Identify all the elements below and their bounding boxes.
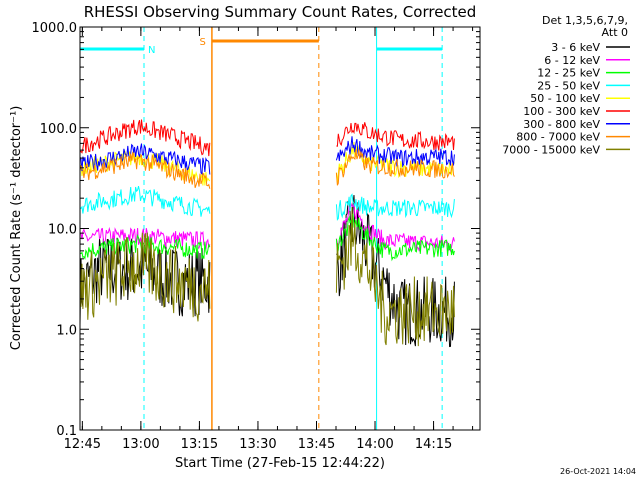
series-line bbox=[79, 149, 455, 189]
y-tick-label: 100.0 bbox=[40, 122, 77, 137]
y-tick-label: 0.1 bbox=[56, 424, 77, 439]
series-line bbox=[79, 201, 455, 253]
x-tick-label: 13:45 bbox=[298, 437, 335, 452]
series-line bbox=[79, 119, 455, 157]
legend-label: 50 - 100 keV bbox=[530, 92, 600, 105]
series-layer bbox=[79, 119, 455, 348]
legend-label: 100 - 300 keV bbox=[523, 105, 600, 118]
annotation-layer: NS bbox=[79, 27, 443, 430]
series-line bbox=[79, 206, 455, 347]
chart-title: RHESSI Observing Summary Count Rates, Co… bbox=[84, 3, 477, 21]
x-tick-label: 14:00 bbox=[356, 437, 393, 452]
legend-label: 800 - 7000 keV bbox=[516, 131, 600, 144]
legend-header: Det 1,3,5,6,7,9, bbox=[542, 14, 628, 27]
x-axis-label: Start Time (27-Feb-15 12:44:22) bbox=[175, 456, 385, 471]
y-axis-label: Corrected Count Rate (s⁻¹ detector⁻¹) bbox=[9, 106, 24, 351]
x-tick-label: 13:00 bbox=[122, 437, 159, 452]
x-tick-label: 12:45 bbox=[64, 437, 101, 452]
legend-label: 7000 - 15000 keV bbox=[502, 143, 600, 156]
series-line bbox=[79, 185, 455, 221]
legend-label: 300 - 800 keV bbox=[523, 118, 600, 131]
series-line bbox=[79, 213, 455, 262]
night-label: N bbox=[148, 45, 155, 56]
saa-label: S bbox=[200, 37, 206, 48]
series-line bbox=[79, 136, 455, 176]
footer-date: 26-Oct-2021 14:04 bbox=[560, 467, 636, 476]
y-tick-label: 10.0 bbox=[48, 223, 77, 238]
legend-label: 6 - 12 keV bbox=[544, 54, 600, 67]
axis-ticks: 12:45 13:00 13:15 13:30 13:45 14:00 14:15 0.1 1.… bbox=[32, 21, 480, 452]
y-tick-label: 1.0 bbox=[56, 323, 77, 338]
plot-frame bbox=[79, 26, 481, 431]
legend-label: 3 - 6 keV bbox=[551, 41, 600, 54]
x-tick-label: 13:30 bbox=[239, 437, 276, 452]
legend-header: Att 0 bbox=[602, 26, 628, 39]
x-tick-label: 13:15 bbox=[181, 437, 218, 452]
y-tick-label: 1000.0 bbox=[32, 21, 78, 36]
legend-label: 12 - 25 keV bbox=[537, 67, 600, 80]
legend-label: 25 - 50 keV bbox=[537, 79, 600, 92]
x-tick-label: 14:15 bbox=[415, 437, 452, 452]
